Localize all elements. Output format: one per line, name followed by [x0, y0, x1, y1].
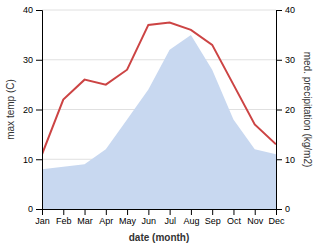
- grid-line: [42, 59, 276, 60]
- grid-line: [42, 10, 276, 11]
- tick: 30: [23, 55, 42, 65]
- tick-label: 10: [23, 155, 33, 165]
- tick-label: Aug: [183, 216, 199, 226]
- tick: Feb: [56, 209, 72, 226]
- tick-mark: [276, 10, 282, 11]
- tick-mark: [63, 209, 64, 215]
- tick-label: Sep: [205, 216, 221, 226]
- axis-line: [36, 11, 43, 210]
- tick: 0: [276, 204, 290, 214]
- grid: [42, 10, 276, 209]
- tick-label: Mar: [77, 216, 93, 226]
- tick-mark: [233, 209, 234, 215]
- tick-label: 10: [285, 155, 295, 165]
- tick-label: Nov: [247, 216, 264, 226]
- tick: Jul: [164, 209, 176, 226]
- tick: Aug: [183, 209, 199, 226]
- tick-label: Apr: [99, 216, 113, 226]
- y-axis: 0 10 20 30 40: [23, 5, 43, 214]
- tick-mark: [36, 110, 42, 111]
- y-axis-title: max temp (C): [5, 79, 16, 140]
- tick-mark: [276, 110, 282, 111]
- tick: Nov: [247, 209, 264, 226]
- tick: 20: [276, 105, 295, 115]
- tick-label: Dec: [268, 216, 285, 226]
- tick-mark: [255, 209, 256, 215]
- tick: 0: [28, 204, 42, 214]
- y2-axis-title: med. precipitation (kg/m2): [302, 52, 313, 168]
- tick-mark: [36, 10, 42, 11]
- tick-mark: [85, 209, 86, 215]
- tick-label: Feb: [56, 216, 72, 226]
- tick-mark: [276, 159, 282, 160]
- tick: 30: [276, 55, 295, 65]
- tick: 20: [23, 105, 42, 115]
- tick-mark: [276, 209, 282, 210]
- tick-mark: [127, 209, 128, 215]
- tick-label: 30: [285, 55, 295, 65]
- axis-line: [277, 11, 283, 210]
- tick-label: May: [119, 216, 137, 226]
- x-axis: Jan Feb Mar Apr May Jun Jul Aug Sep Oct Nov Dec: [35, 209, 285, 226]
- marks: [42, 22, 276, 209]
- tick-mark: [170, 209, 171, 215]
- tick: Mar: [77, 209, 93, 226]
- tick: 40: [276, 5, 295, 15]
- tick-mark: [36, 209, 42, 210]
- tick-mark: [276, 60, 282, 61]
- tick: 10: [276, 155, 295, 165]
- tick-label: Oct: [227, 216, 242, 226]
- chart: JanFebMarAprMayJunJulAugSepOctNovDec0102…: [0, 0, 318, 247]
- tick-label: 20: [285, 105, 295, 115]
- tick: 40: [23, 5, 42, 15]
- tick-label: Jun: [142, 216, 157, 226]
- tick: May: [119, 209, 137, 226]
- tick-label: Jul: [164, 216, 176, 226]
- tick: 10: [23, 155, 42, 165]
- tick-label: 0: [285, 204, 290, 214]
- axis-line: [43, 210, 277, 216]
- tick-mark: [36, 159, 42, 160]
- tick-label: Jan: [35, 216, 50, 226]
- area: [42, 35, 276, 209]
- tick-mark: [106, 209, 107, 215]
- tick: Jun: [142, 209, 157, 226]
- tick: Dec: [268, 209, 285, 226]
- tick-label: 20: [23, 105, 33, 115]
- x-axis-title: date (month): [129, 232, 190, 243]
- tick-mark: [191, 209, 192, 215]
- tick-label: 0: [28, 204, 33, 214]
- tick-mark: [148, 209, 149, 215]
- plot-area: JanFebMarAprMayJunJulAugSepOctNovDec0102…: [23, 5, 295, 226]
- tick-mark: [212, 209, 213, 215]
- tick-label: 40: [23, 5, 33, 15]
- tick: Sep: [205, 209, 221, 226]
- tick: Oct: [227, 209, 242, 226]
- tick-mark: [36, 60, 42, 61]
- tick-label: 30: [23, 55, 33, 65]
- y2-axis: 0 10 20 30 40: [276, 5, 295, 214]
- tick: Jan: [35, 209, 50, 226]
- tick-label: 40: [285, 5, 295, 15]
- line: [42, 22, 276, 154]
- tick: Apr: [99, 209, 113, 226]
